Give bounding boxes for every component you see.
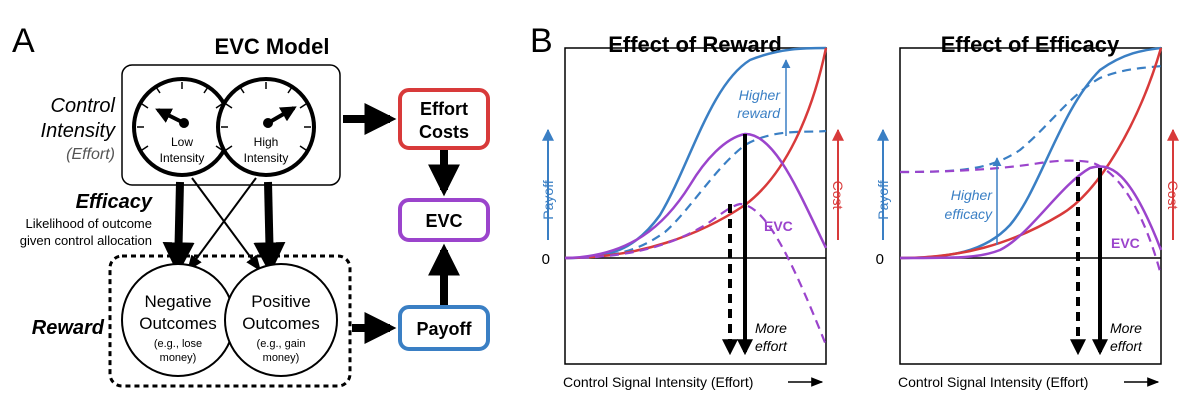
reward-evc-high-curve: [564, 132, 828, 260]
reward-chart: Effect of Reward 0 Payoff Cost Higher re…: [540, 32, 846, 390]
efficacy-annotation-2: efficacy: [945, 206, 993, 222]
panel-a: A EVC Model Control Intensity (Effort) L…: [12, 22, 490, 388]
positive-outcomes-example1: (e.g., gain: [257, 338, 306, 350]
high-dial-label-2: Intensity: [244, 151, 289, 165]
high-intensity-dial: High Intensity: [216, 77, 316, 177]
low-dial-hub: [179, 118, 189, 128]
negative-outcomes-example2: money): [160, 352, 197, 364]
reward-plot-frame: [564, 47, 827, 365]
efficacy-plot-frame: [899, 47, 1162, 365]
positive-outcomes-node: Positive Outcomes (e.g., gain money): [224, 263, 338, 377]
efficacy-desc-2: given control allocation: [20, 233, 152, 248]
efficacy-more-effort-2: effort: [1110, 338, 1143, 354]
high-dial-hub: [263, 118, 273, 128]
efficacy-chart-title: Effect of Efficacy: [941, 32, 1120, 57]
positive-outcomes-circle: [224, 263, 338, 377]
control-label-line1: Control: [51, 95, 116, 117]
low-dial-label-2: Intensity: [160, 151, 205, 165]
panel-b-letter: B: [530, 22, 553, 60]
control-label-effort: (Effort): [66, 146, 115, 163]
control-intensity-box: [121, 64, 341, 186]
effort-costs-line2: Costs: [419, 122, 469, 142]
negative-outcomes-line2: Outcomes: [139, 314, 216, 333]
arrow-high-to-positive: [253, 181, 286, 275]
reward-x-axis-label: Control Signal Intensity (Effort): [563, 374, 753, 390]
effort-costs-box: [398, 88, 490, 150]
reward-payoff-axis-label: Payoff: [540, 180, 556, 220]
evc-box-label: EVC: [425, 211, 462, 231]
reward-zero-label: 0: [542, 251, 550, 268]
efficacy-annotation-1: Higher: [951, 187, 994, 203]
reward-more-effort-1: More: [755, 320, 787, 336]
low-dial-label-1: Low: [171, 135, 193, 149]
payoff-box-label: Payoff: [416, 319, 472, 339]
efficacy-payoff-axis-label: Payoff: [875, 180, 891, 220]
reward-label: Reward: [32, 317, 105, 339]
positive-outcomes-line1: Positive: [251, 292, 311, 311]
efficacy-chart: Effect of Efficacy 0 Payoff Cost Higher …: [875, 32, 1181, 390]
effort-costs-line1: Effort: [420, 99, 468, 119]
efficacy-evc-high-curve: [899, 165, 1163, 260]
payoff-box: [398, 305, 490, 351]
efficacy-cost-curve: [899, 47, 1163, 260]
reward-evc-label: EVC: [764, 218, 793, 234]
negative-outcomes-example1: (e.g., lose: [154, 338, 202, 350]
reward-payoff-low-curve: [564, 129, 827, 260]
high-dial-needle: [267, 106, 297, 125]
reward-annotation-2: reward: [737, 105, 781, 121]
reward-cost-axis-label: Cost: [830, 181, 846, 210]
efficacy-zero-label: 0: [876, 251, 884, 268]
reward-chart-title: Effect of Reward: [608, 32, 782, 57]
reward-payoff-high-curve: [564, 46, 827, 260]
flow-arrows: [343, 103, 460, 344]
arrow-low-to-negative: [162, 181, 195, 275]
high-dial-ticks: [221, 82, 311, 151]
efficacy-more-effort-1: More: [1110, 320, 1142, 336]
evc-model-title: EVC Model: [215, 34, 330, 59]
positive-outcomes-example2: money): [263, 352, 300, 364]
reward-box: [108, 254, 352, 388]
evc-box: [398, 198, 490, 242]
negative-outcomes-node: Negative Outcomes (e.g., lose money): [121, 263, 235, 377]
efficacy-desc-1: Likelihood of outcome: [26, 216, 152, 231]
efficacy-x-axis-label: Control Signal Intensity (Effort): [898, 374, 1088, 390]
reward-annotation-1: Higher: [739, 87, 782, 103]
reward-evc-low-curve: [564, 202, 828, 346]
low-intensity-dial: Low Intensity: [132, 77, 232, 177]
efficacy-payoff-low-curve: [899, 64, 1162, 174]
efficacy-cost-axis-label: Cost: [1165, 181, 1181, 210]
arrow-high-to-negative: [187, 177, 257, 272]
panel-b: B Effect of Reward 0 Payoff Cost Higher …: [530, 22, 1181, 390]
panel-a-letter: A: [12, 22, 35, 60]
high-dial-label-1: High: [254, 135, 279, 149]
efficacy-label: Efficacy: [76, 191, 153, 213]
low-dial-needle: [155, 108, 183, 124]
efficacy-evc-low-curve: [899, 159, 1163, 276]
reward-more-effort-2: effort: [755, 338, 788, 354]
negative-outcomes-line1: Negative: [144, 292, 211, 311]
positive-outcomes-line2: Outcomes: [242, 314, 319, 333]
efficacy-evc-label: EVC: [1111, 235, 1140, 251]
control-label-line2: Intensity: [41, 120, 116, 142]
